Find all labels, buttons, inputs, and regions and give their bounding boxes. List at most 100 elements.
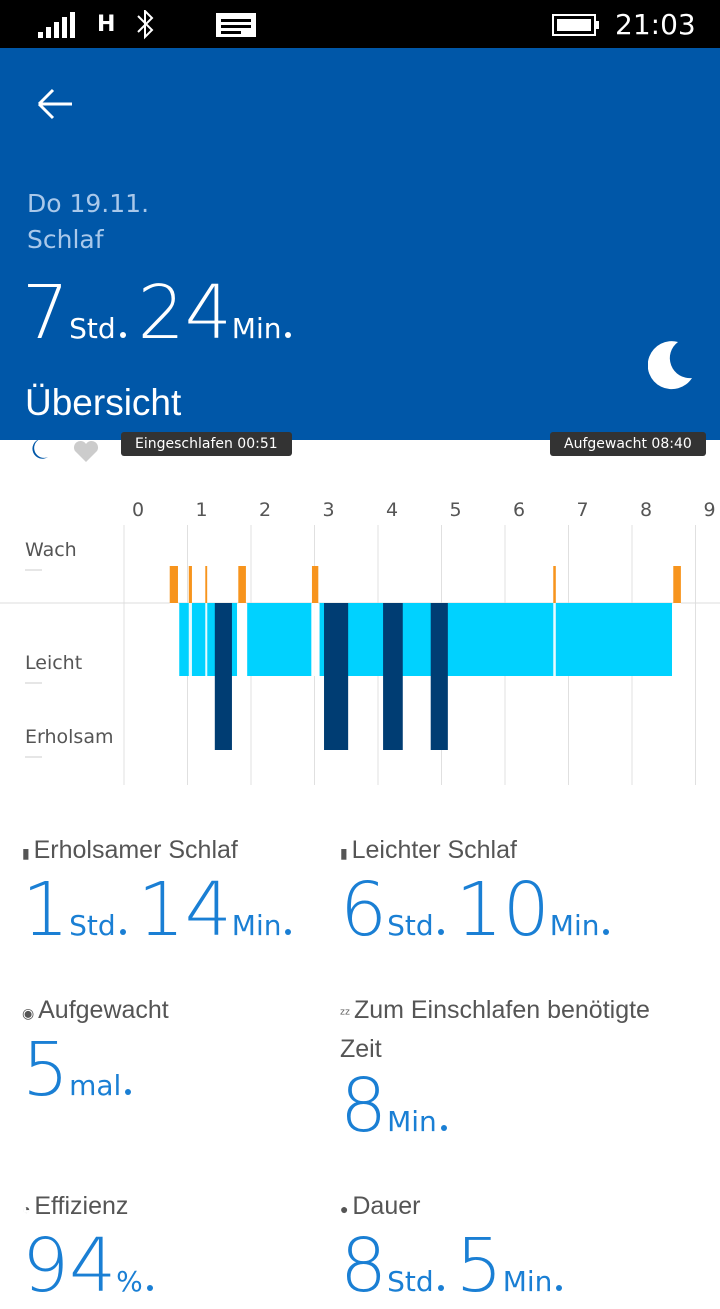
stage-segment (324, 603, 349, 750)
gap (673, 603, 681, 676)
value-unit: Std (387, 909, 434, 942)
row-label: Erholsam (25, 726, 113, 748)
stat-title: Aufgewacht (38, 996, 169, 1024)
stat-value: 1Std 14Min (22, 873, 362, 947)
stat: ◔ Effizienz 94% (22, 1188, 362, 1303)
stat: ▮ Leichter Schlaf 6Std 10Min (340, 832, 680, 947)
stat-title: Zum Einschlafen benötigte Zeit (340, 996, 650, 1063)
row-label: Wach (25, 539, 77, 561)
subtitle: Schlaf (27, 225, 104, 254)
stage-segment (188, 566, 192, 603)
x-tick-label: 2 (259, 499, 271, 521)
stage-segment (553, 566, 556, 603)
message-icon (216, 13, 256, 37)
stat-value: 5mal (22, 1033, 362, 1107)
stage-segment (430, 603, 448, 750)
stage-segment (383, 603, 403, 750)
x-tick-label: 9 (703, 499, 715, 521)
moon-icon (648, 341, 692, 390)
asleep-marker: Eingeschlafen 00:51 (121, 432, 292, 456)
status-bar: H 21:03 (0, 0, 720, 48)
dot (556, 1285, 563, 1291)
value-unit: mal (69, 1069, 122, 1102)
dot (119, 332, 126, 338)
value-number: 7 (22, 270, 70, 356)
back-button[interactable] (36, 88, 76, 120)
value-number: 14 (137, 867, 232, 953)
stage-segment (169, 566, 178, 603)
stage-segment (311, 566, 319, 603)
value-number: 1 (22, 867, 70, 953)
value-unit: Std (69, 909, 116, 942)
gap (188, 603, 192, 676)
gap (311, 603, 319, 676)
stat-icon: ● (340, 1201, 353, 1217)
value-unit: Min (231, 909, 282, 942)
stat-label: ᶻᶻ Zum Einschlafen benötigte Zeit (340, 992, 680, 1067)
x-tick-label: 8 (640, 499, 652, 521)
stat-title: Erholsamer Schlaf (33, 836, 238, 864)
value-unit: Std (69, 312, 116, 345)
stat-icon: ▮ (340, 845, 352, 861)
stat-label: ▮ Leichter Schlaf (340, 832, 680, 871)
value-unit: Min (387, 1105, 437, 1138)
stat: ▮ Erholsamer Schlaf 1Std 14Min (22, 832, 362, 947)
stage-segment (319, 603, 673, 676)
value-number: 6 (340, 867, 388, 953)
stat-icon: ᶻᶻ (340, 1005, 354, 1021)
stat-label: ▮ Erholsamer Schlaf (22, 832, 362, 871)
x-tick-label: 3 (322, 499, 334, 521)
value-number: 5 (455, 1223, 503, 1309)
value-unit: Min (502, 1265, 553, 1298)
tab-title[interactable]: Übersicht (25, 382, 182, 423)
value-number: 5 (22, 1027, 70, 1113)
network-type: H (97, 12, 116, 37)
x-tick-label: 1 (195, 499, 207, 521)
stage-segment (214, 603, 232, 750)
value-unit: Min (549, 909, 600, 942)
dot (146, 1285, 153, 1291)
dot (119, 929, 126, 935)
stat-title: Leichter Schlaf (351, 836, 517, 864)
value-unit: Min (231, 312, 282, 345)
duration: 7Std 24Min (22, 276, 303, 350)
stat-value: 8Std 5Min (340, 1229, 680, 1303)
stat-icon: ◉ (22, 1005, 39, 1021)
dot (285, 332, 292, 338)
stat-value: 8Min (340, 1069, 680, 1143)
marker-icons (32, 439, 99, 462)
stat: ◉ Aufgewacht 5mal (22, 992, 362, 1107)
stat-label: ◉ Aufgewacht (22, 992, 362, 1031)
x-tick-label: 7 (576, 499, 588, 521)
stat-icon: ◔ (22, 1201, 35, 1217)
row-label: Leicht (25, 652, 82, 674)
dot (440, 1125, 447, 1131)
clock: 21:03 (615, 8, 696, 41)
value-number: 24 (137, 270, 232, 356)
stat-value: 94% (22, 1229, 362, 1303)
awake-marker: Aufgewacht 08:40 (550, 432, 706, 456)
stage-segment (205, 566, 208, 603)
x-tick-label: 5 (449, 499, 461, 521)
stage-segment (247, 603, 312, 676)
dot (603, 929, 610, 935)
dot (437, 1285, 444, 1291)
stat: ● Dauer 8Std 5Min (340, 1188, 680, 1303)
value-number: 94 (22, 1223, 117, 1309)
stage-segment (238, 566, 246, 603)
value-unit: Std (387, 1265, 434, 1298)
x-tick-label: 4 (386, 499, 398, 521)
gap (205, 603, 208, 676)
value-number: 8 (340, 1063, 388, 1149)
dot (437, 929, 444, 935)
header: Do 19.11. Schlaf 7Std 24Min Übersicht (0, 48, 720, 440)
dot (285, 929, 292, 935)
gap (553, 603, 556, 676)
stat-icon: ▮ (22, 845, 34, 861)
stat: ᶻᶻ Zum Einschlafen benötigte Zeit 8Min (340, 992, 680, 1143)
dot (125, 1089, 132, 1095)
status-icons (38, 10, 154, 40)
stat-label: ● Dauer (340, 1188, 680, 1227)
x-tick-label: 0 (132, 499, 144, 521)
